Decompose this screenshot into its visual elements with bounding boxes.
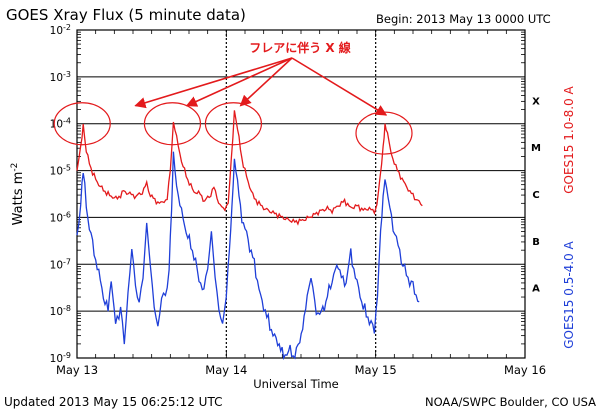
flare-circle (143, 102, 202, 146)
series-line-1 (76, 110, 423, 226)
chart-title: GOES Xray Flux (5 minute data) (6, 6, 246, 24)
flare-arrow (134, 57, 293, 109)
x-tick-label: May 14 (205, 363, 247, 377)
flare-arrow (239, 57, 293, 107)
flare-class-label: C (532, 190, 539, 201)
x-axis-label: Universal Time (253, 377, 339, 391)
flare-arrow (185, 57, 293, 107)
flare-class-labels: X M C B A (531, 96, 541, 294)
flare-annotation-text: フレアに伴う X 線 (249, 40, 351, 55)
x-tick-label: May 15 (355, 363, 397, 377)
footer-credit: NOAA/SWPC Boulder, CO USA (425, 395, 596, 409)
flare-circle (53, 102, 111, 146)
y-axis-label: Watts m-2 (10, 163, 26, 226)
legend-series-1: GOES15 1.0-8.0 A (562, 85, 576, 193)
series-line-2 (76, 151, 420, 361)
x-tick-label: May 16 (504, 363, 546, 377)
flare-arrow (291, 57, 388, 116)
flare-annotations (53, 57, 413, 155)
y-tick-label: 10-5 (50, 164, 71, 178)
x-axis: May 13 May 14 May 15 May 16 (56, 30, 546, 377)
y-axis: 10-2 10-3 10-4 10-5 10-6 10-7 10-8 10-9 (50, 23, 525, 365)
x-tick-label: May 13 (56, 363, 98, 377)
flare-class-label: M (531, 143, 541, 154)
legend-series-2: GOES15 0.5-4.0 A (562, 240, 576, 348)
y-tick-label: 10-2 (50, 23, 71, 37)
y-tick-label: 10-3 (50, 70, 71, 84)
y-tick-label: 10-7 (50, 257, 71, 271)
footer-updated: Updated 2013 May 15 06:25:12 UTC (4, 395, 222, 409)
y-tick-label: 10-9 (50, 351, 71, 365)
flare-class-label: X (532, 96, 540, 107)
grid (77, 30, 525, 358)
y-tick-label: 10-8 (50, 304, 71, 318)
y-tick-label: 10-4 (50, 117, 71, 131)
flare-circle (204, 102, 263, 146)
flare-class-label: A (532, 284, 540, 295)
series-group (76, 110, 423, 361)
begin-label: Begin: 2013 May 13 0000 UTC (376, 12, 551, 26)
flare-class-label: B (532, 237, 540, 248)
y-tick-label: 10-6 (50, 210, 71, 224)
